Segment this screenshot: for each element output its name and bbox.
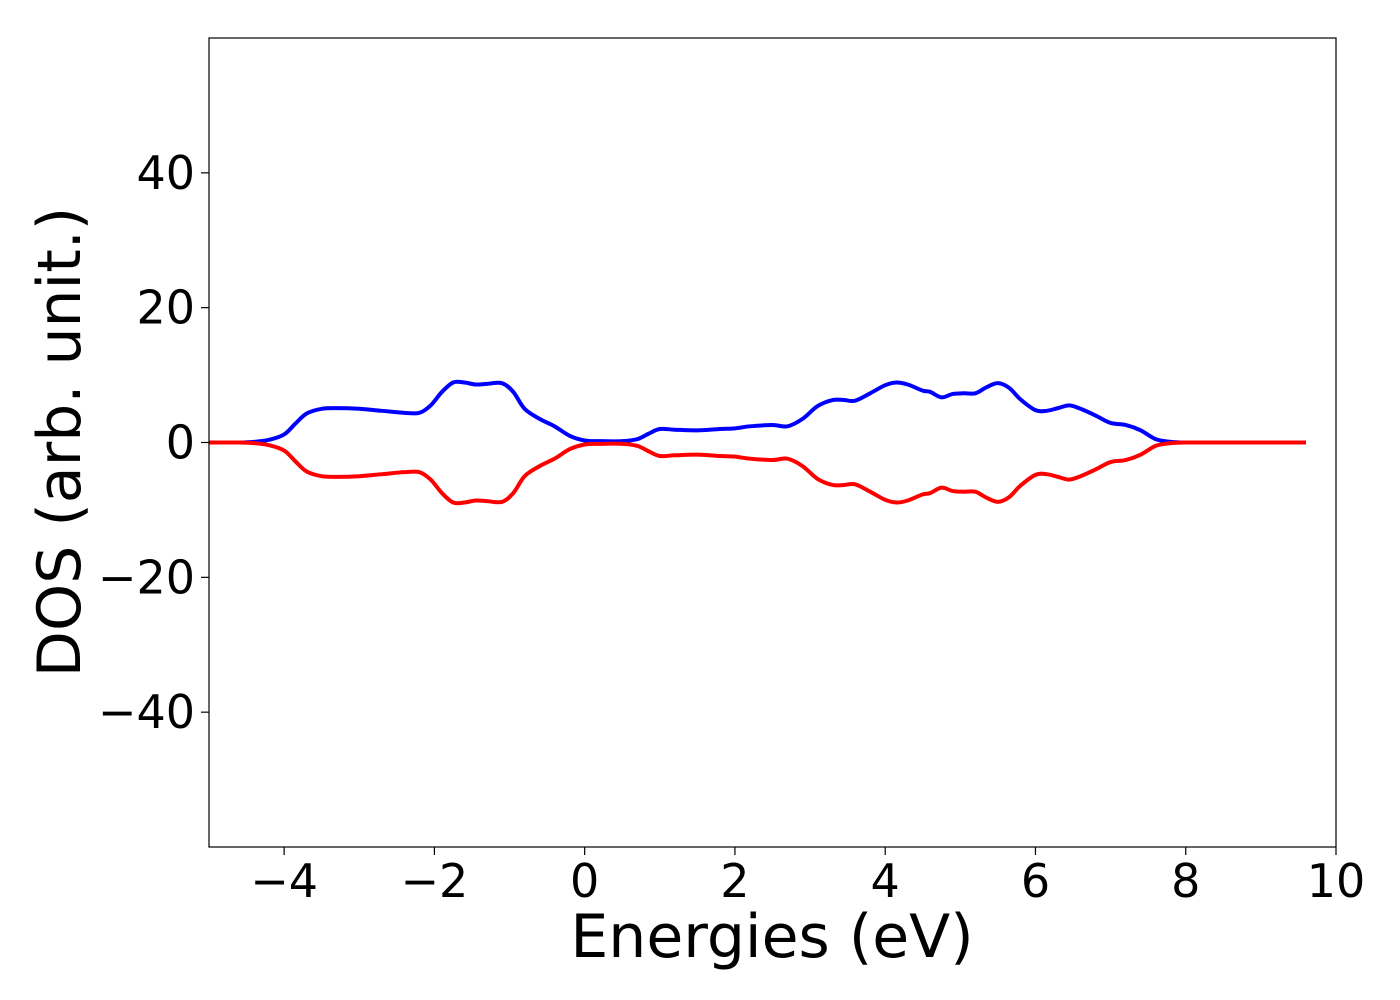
y-tick-label: −20 [98,550,195,604]
x-axis-label: Energies (eV) [570,902,973,972]
x-tick-label: −2 [400,854,468,908]
x-tick-label: −4 [250,854,318,908]
x-tick-label: 10 [1307,854,1366,908]
x-tick-label: 0 [570,854,599,908]
series-line-2 [208,440,1306,506]
x-tick-label: 2 [720,854,749,908]
y-tick-label: 0 [166,416,195,470]
plot-background [209,38,1336,847]
x-tick-label: 4 [871,854,900,908]
x-tick-label: 6 [1021,854,1050,908]
series-line-1 [208,379,1306,445]
y-tick-label: 20 [136,281,195,335]
y-axis-label: DOS (arb. unit.) [25,207,95,677]
x-axis-ticks: −4 −2 0 2 4 6 8 10 [250,847,1365,908]
series-layer [208,379,1306,506]
x-tick-label: 8 [1171,854,1200,908]
y-axis-ticks: −40 −20 0 20 40 [98,146,209,739]
y-tick-label: 40 [136,146,195,200]
y-tick-label: −40 [98,685,195,739]
